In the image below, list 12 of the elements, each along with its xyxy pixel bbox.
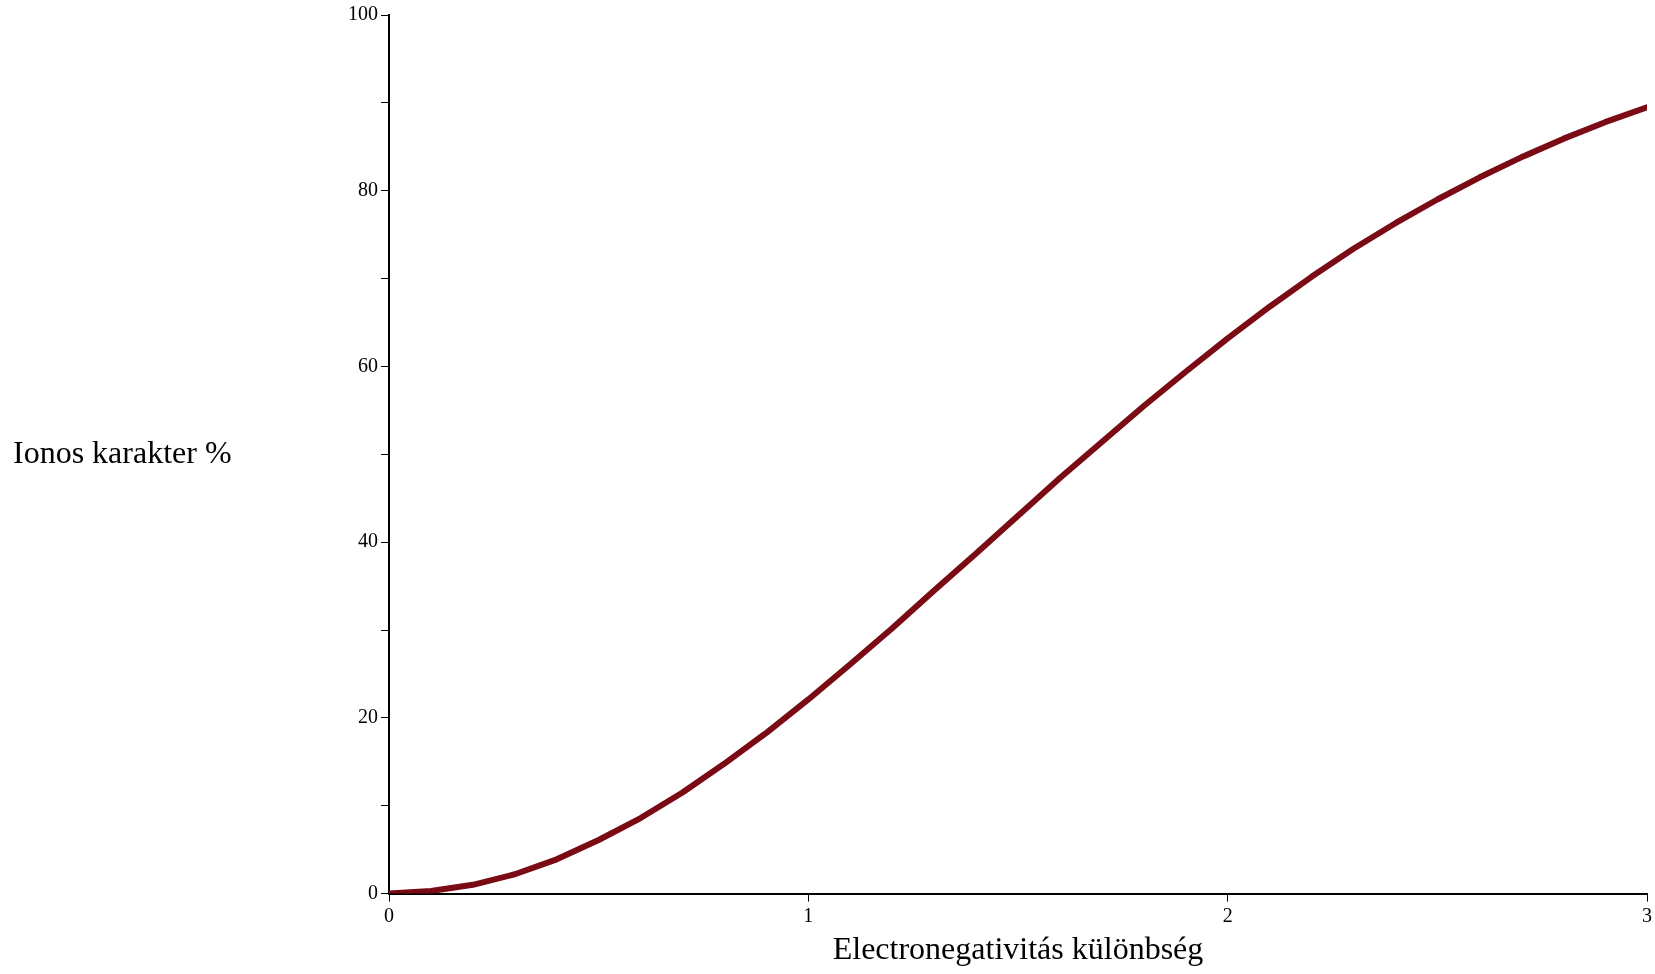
- y-tick-label: 0: [368, 880, 378, 903]
- y-tick-label: 100: [348, 2, 378, 25]
- x-tick-label: 1: [803, 903, 814, 926]
- x-tick-label: 2: [1222, 903, 1233, 926]
- y-tick-label: 80: [358, 177, 378, 200]
- y-tick-label: 20: [358, 705, 378, 728]
- x-tick-label: 0: [384, 903, 394, 926]
- y-tick-label: 40: [358, 529, 378, 552]
- x-axis-title: Electronegativitás különbség: [832, 930, 1204, 967]
- y-tick-label: 60: [358, 353, 378, 376]
- y-axis-title: Ionos karakter %: [13, 433, 232, 470]
- x-tick-label: 3: [1642, 903, 1652, 926]
